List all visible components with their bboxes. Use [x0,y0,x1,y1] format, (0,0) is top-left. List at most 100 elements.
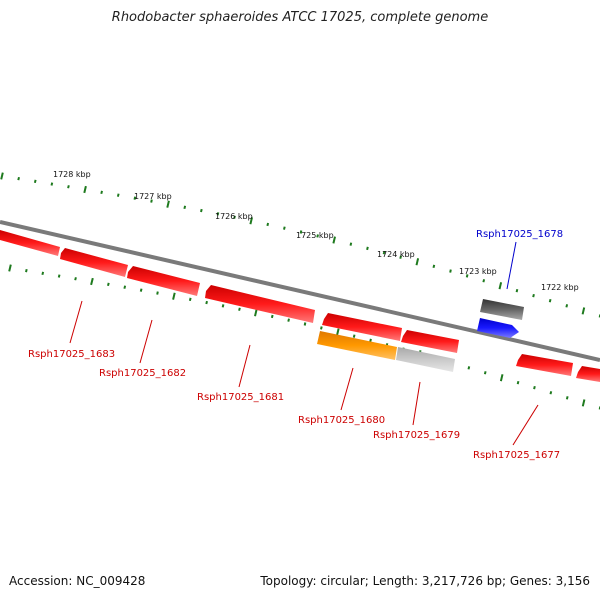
outer-minor-tick [233,215,236,219]
inner-minor-tick [123,285,127,289]
callout-lines [69,241,539,446]
outer-minor-tick [532,293,535,298]
outer-minor-tick [67,185,70,189]
gene-label-1677[interactable]: Rsph17025_1677 [473,450,560,461]
inner-minor-tick [57,274,61,278]
callout-line-1682 [139,319,153,364]
callout-line-1683 [69,300,83,344]
callout-line-1677 [512,404,539,446]
gene-label-1679[interactable]: Rsph17025_1679 [373,430,460,441]
inner-minor-tick [41,271,45,276]
inner-minor-tick [483,371,487,375]
outer-minor-tick [366,246,369,251]
inner-minor-tick [467,366,471,370]
inner-minor-tick [139,288,143,292]
outer-minor-tick [33,179,37,184]
outer-minor-tick [465,274,469,278]
inner-minor-tick [516,380,520,385]
gene-arrow-left-edge[interactable] [0,230,60,256]
inner-minor-tick [188,297,192,302]
backbone [0,220,600,362]
callout-line-1678 [506,241,517,290]
outer-minor-tick [399,255,402,259]
inner-minor-tick [221,304,225,308]
gene-arrow-unlabeled-b[interactable] [401,330,459,353]
inner-minor-tick [107,282,110,287]
callout-line-1681 [238,344,251,388]
accession-text: Accession: NC_009428 [9,574,146,588]
outer-major-tick [83,185,87,194]
inner-minor-tick [320,326,323,330]
inner-minor-tick [156,291,159,295]
outer-minor-tick [266,222,270,227]
outer-minor-tick [183,205,187,210]
inner-minor-tick [352,334,356,338]
inner-minor-tick [533,385,536,390]
outer-minor-tick [150,199,153,203]
gene-label-1682[interactable]: Rsph17025_1682 [99,368,186,379]
gene-label-1683[interactable]: Rsph17025_1683 [28,349,115,360]
inner-minor-tick [549,391,553,395]
tick-label-1724: 1724 kbp [377,250,415,259]
gene-arrow-unlabeled-a[interactable] [322,313,402,341]
outer-minor-tick [349,242,353,246]
outer-minor-tick [100,190,103,195]
outer-major-tick [332,236,336,244]
gene-label-1680[interactable]: Rsph17025_1680 [298,415,385,426]
gene-label-1681[interactable]: Rsph17025_1681 [197,392,284,403]
gene-arrow-unlabeled-blue[interactable] [477,318,519,338]
outer-minor-tick [515,288,519,293]
gene-arrow-rsph17025-1680[interactable] [317,331,397,360]
inner-major-tick [172,292,176,300]
gene-labels: Rsph17025_1678 Rsph17025_1683 Rsph17025_… [28,229,563,461]
inner-major-tick [336,328,340,336]
outer-minor-tick [216,212,220,216]
scale-labels: 1728 kbp 1727 kbp 1726 kbp 1725 kbp 1724… [53,170,579,292]
gene-arrow-rsph17025-1682[interactable] [127,266,200,296]
inner-minor-tick [205,300,208,305]
tick-label-1725: 1725 kbp [296,231,334,240]
outer-minor-tick [17,176,20,181]
tick-label-1727: 1727 kbp [134,192,172,201]
gene-arrow-rsph17025-1678[interactable] [480,299,524,320]
inner-minor-tick [565,396,569,400]
outer-tick-track [0,172,600,318]
inner-major-tick [8,264,12,272]
inner-minor-tick [270,314,274,319]
inner-minor-tick [369,338,372,343]
outer-minor-tick [482,279,486,283]
gene-arrow-rsph17025-1681[interactable] [205,285,315,323]
gene-arrow-right-edge[interactable] [576,366,600,382]
inner-minor-tick [303,322,307,326]
outer-minor-tick [548,298,552,303]
outer-minor-tick [283,226,286,230]
outer-minor-tick [432,264,436,269]
outer-major-tick [0,172,4,180]
outer-major-tick [166,200,170,208]
inner-minor-tick [287,318,290,322]
gene-arrow-rsph17025-1677[interactable] [516,354,573,376]
outer-minor-tick [133,196,137,200]
gene-arrow-rsph17025-1679[interactable] [396,347,455,372]
tick-label-1726: 1726 kbp [215,212,253,221]
genome-summary-text: Topology: circular; Length: 3,217,726 bp… [260,574,590,588]
inner-minor-tick [25,268,28,273]
callout-line-1680 [340,367,354,411]
gene-arrow-rsph17025-1683[interactable] [60,248,128,277]
outer-minor-tick [316,234,319,238]
inner-major-tick [254,309,258,317]
outer-minor-tick [200,208,203,213]
outer-major-tick [249,217,253,225]
outer-minor-tick [116,193,120,197]
gene-label-1678[interactable]: Rsph17025_1678 [476,229,563,240]
inner-minor-tick [238,307,241,311]
tick-label-1723: 1723 kbp [459,267,497,276]
tick-label-1728: 1728 kbp [53,170,91,179]
outer-major-tick [581,307,586,315]
inner-minor-tick [74,277,77,281]
map-title: Rhodobacter sphaeroides ATCC 17025, comp… [111,10,489,25]
tick-label-1722: 1722 kbp [541,283,579,292]
inner-major-tick [499,374,504,382]
outer-minor-tick [382,251,386,255]
